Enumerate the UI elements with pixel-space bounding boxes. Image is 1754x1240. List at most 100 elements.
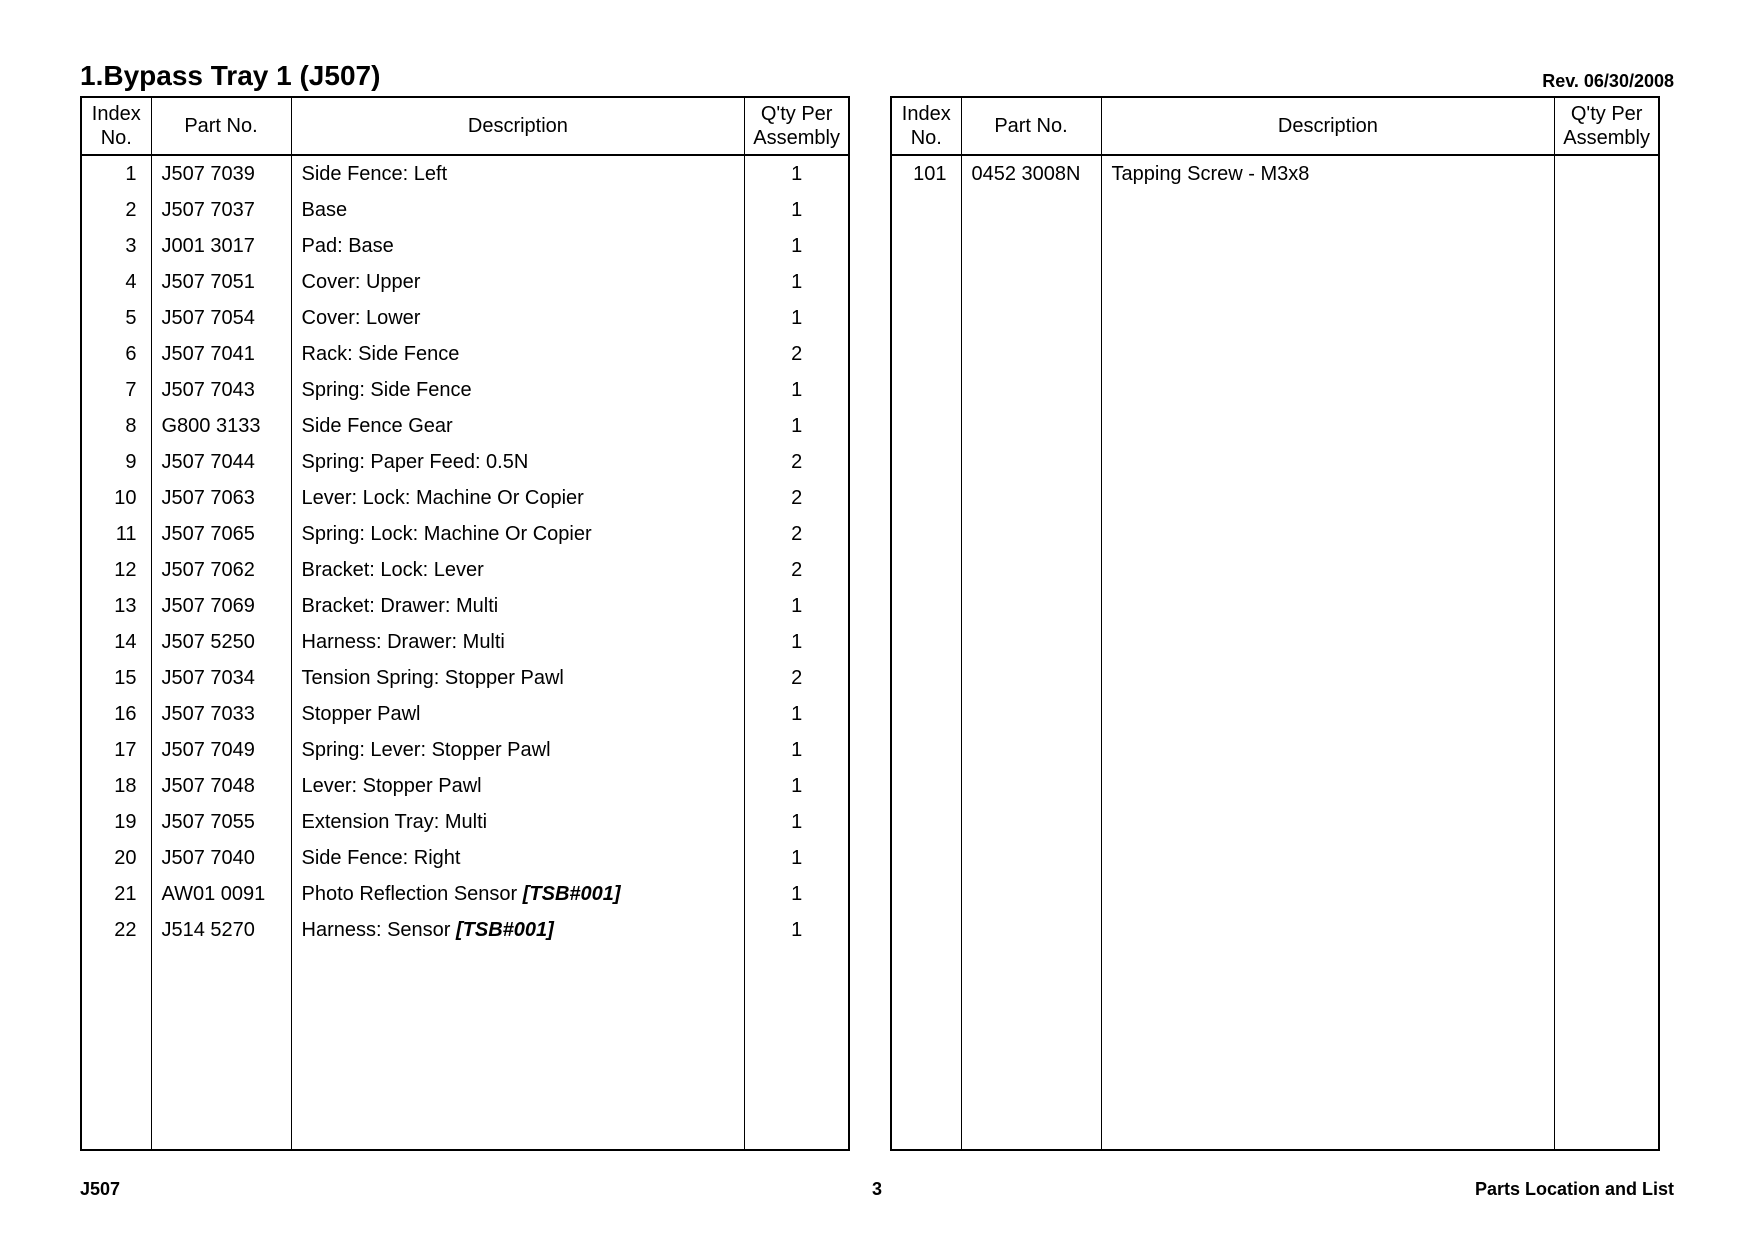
cell-index: 15 — [81, 660, 151, 696]
footer-left: J507 — [80, 1179, 120, 1200]
col-header-partno: Part No. — [961, 97, 1101, 155]
cell-qty — [1555, 155, 1659, 192]
filler-cell — [961, 192, 1101, 1150]
col-header-index: IndexNo. — [81, 97, 151, 155]
cell-qty: 2 — [745, 660, 849, 696]
page-header: 1.Bypass Tray 1 (J507) Rev. 06/30/2008 — [80, 60, 1674, 92]
cell-part-no: J507 7049 — [151, 732, 291, 768]
cell-part-no: J507 7055 — [151, 804, 291, 840]
cell-index: 6 — [81, 336, 151, 372]
cell-index: 3 — [81, 228, 151, 264]
revision-date: Rev. 06/30/2008 — [1542, 71, 1674, 92]
table-row: 4J507 7051Cover: Upper1 — [81, 264, 849, 300]
cell-description: Spring: Side Fence — [291, 372, 745, 408]
cell-qty: 1 — [745, 732, 849, 768]
col-header-qty-text: Q'ty PerAssembly — [1563, 103, 1650, 149]
cell-qty: 1 — [745, 300, 849, 336]
filler-cell — [291, 948, 745, 1150]
cell-description: Tapping Screw - M3x8 — [1101, 155, 1555, 192]
parts-table-left: IndexNo. Part No. Description Q'ty PerAs… — [80, 96, 850, 1151]
page-footer: J507 3 Parts Location and List — [80, 1179, 1674, 1200]
table-row: 17J507 7049Spring: Lever: Stopper Pawl1 — [81, 732, 849, 768]
col-header-index-text: IndexNo. — [902, 103, 951, 149]
cell-qty: 1 — [745, 264, 849, 300]
cell-description: Lever: Lock: Machine Or Copier — [291, 480, 745, 516]
table-row: 2J507 7037Base1 — [81, 192, 849, 228]
table-filler-row — [891, 192, 1659, 1150]
cell-index: 21 — [81, 876, 151, 912]
cell-index: 7 — [81, 372, 151, 408]
cell-index: 10 — [81, 480, 151, 516]
table-row: 20J507 7040Side Fence: Right1 — [81, 840, 849, 876]
table-row: 3J001 3017Pad: Base1 — [81, 228, 849, 264]
table-row: 18J507 7048Lever: Stopper Pawl1 — [81, 768, 849, 804]
cell-qty: 1 — [745, 876, 849, 912]
cell-index: 20 — [81, 840, 151, 876]
cell-qty: 2 — [745, 444, 849, 480]
page-root: 1.Bypass Tray 1 (J507) Rev. 06/30/2008 I… — [0, 0, 1754, 1240]
cell-description: Side Fence: Right — [291, 840, 745, 876]
table-header-row: IndexNo. Part No. Description Q'ty PerAs… — [81, 97, 849, 155]
cell-description: Bracket: Lock: Lever — [291, 552, 745, 588]
cell-index: 18 — [81, 768, 151, 804]
cell-part-no: J507 7033 — [151, 696, 291, 732]
col-header-qty-text: Q'ty PerAssembly — [753, 103, 840, 149]
filler-cell — [891, 192, 961, 1150]
cell-description: Spring: Paper Feed: 0.5N — [291, 444, 745, 480]
cell-part-no: J507 7043 — [151, 372, 291, 408]
cell-qty: 2 — [745, 480, 849, 516]
table-row: 14J507 5250Harness: Drawer: Multi1 — [81, 624, 849, 660]
filler-cell — [1101, 192, 1555, 1150]
col-header-partno: Part No. — [151, 97, 291, 155]
cell-part-no: G800 3133 — [151, 408, 291, 444]
tsb-reference: [TSB#001] — [523, 883, 621, 905]
cell-description: Harness: Sensor [TSB#001] — [291, 912, 745, 948]
cell-index: 5 — [81, 300, 151, 336]
cell-index: 13 — [81, 588, 151, 624]
cell-qty: 2 — [745, 336, 849, 372]
table-row: 21AW01 0091Photo Reflection Sensor [TSB#… — [81, 876, 849, 912]
tsb-reference: [TSB#001] — [456, 919, 554, 941]
cell-qty: 1 — [745, 624, 849, 660]
table-filler-row — [81, 948, 849, 1150]
cell-description: Bracket: Drawer: Multi — [291, 588, 745, 624]
cell-part-no: J507 7037 — [151, 192, 291, 228]
filler-cell — [745, 948, 849, 1150]
table-row: 8G800 3133Side Fence Gear1 — [81, 408, 849, 444]
cell-index: 8 — [81, 408, 151, 444]
col-header-index-text: IndexNo. — [92, 103, 141, 149]
cell-part-no: J507 7062 — [151, 552, 291, 588]
cell-part-no: J507 7065 — [151, 516, 291, 552]
table-header-row: IndexNo. Part No. Description Q'ty PerAs… — [891, 97, 1659, 155]
col-header-description: Description — [291, 97, 745, 155]
cell-qty: 1 — [745, 408, 849, 444]
filler-cell — [81, 948, 151, 1150]
cell-qty: 1 — [745, 228, 849, 264]
table-row: 13J507 7069Bracket: Drawer: Multi1 — [81, 588, 849, 624]
cell-part-no: J507 7051 — [151, 264, 291, 300]
tables-container: IndexNo. Part No. Description Q'ty PerAs… — [80, 96, 1674, 1151]
cell-qty: 1 — [745, 588, 849, 624]
cell-index: 12 — [81, 552, 151, 588]
cell-part-no: J507 7063 — [151, 480, 291, 516]
filler-cell — [1555, 192, 1659, 1150]
cell-qty: 1 — [745, 840, 849, 876]
cell-index: 4 — [81, 264, 151, 300]
table-row: 7J507 7043Spring: Side Fence1 — [81, 372, 849, 408]
filler-cell — [151, 948, 291, 1150]
section-title: 1.Bypass Tray 1 (J507) — [80, 60, 380, 92]
table-row: 5J507 7054Cover: Lower1 — [81, 300, 849, 336]
cell-index: 101 — [891, 155, 961, 192]
cell-index: 22 — [81, 912, 151, 948]
cell-part-no: J507 7034 — [151, 660, 291, 696]
table-row: 19J507 7055Extension Tray: Multi1 — [81, 804, 849, 840]
cell-description: Photo Reflection Sensor [TSB#001] — [291, 876, 745, 912]
table-row: 1J507 7039Side Fence: Left1 — [81, 155, 849, 192]
col-header-qty: Q'ty PerAssembly — [745, 97, 849, 155]
parts-table-right-body: 1010452 3008NTapping Screw - M3x8 — [891, 155, 1659, 1150]
cell-description: Side Fence Gear — [291, 408, 745, 444]
cell-description: Cover: Lower — [291, 300, 745, 336]
cell-description: Base — [291, 192, 745, 228]
parts-table-right: IndexNo. Part No. Description Q'ty PerAs… — [890, 96, 1660, 1151]
table-row: 10J507 7063Lever: Lock: Machine Or Copie… — [81, 480, 849, 516]
